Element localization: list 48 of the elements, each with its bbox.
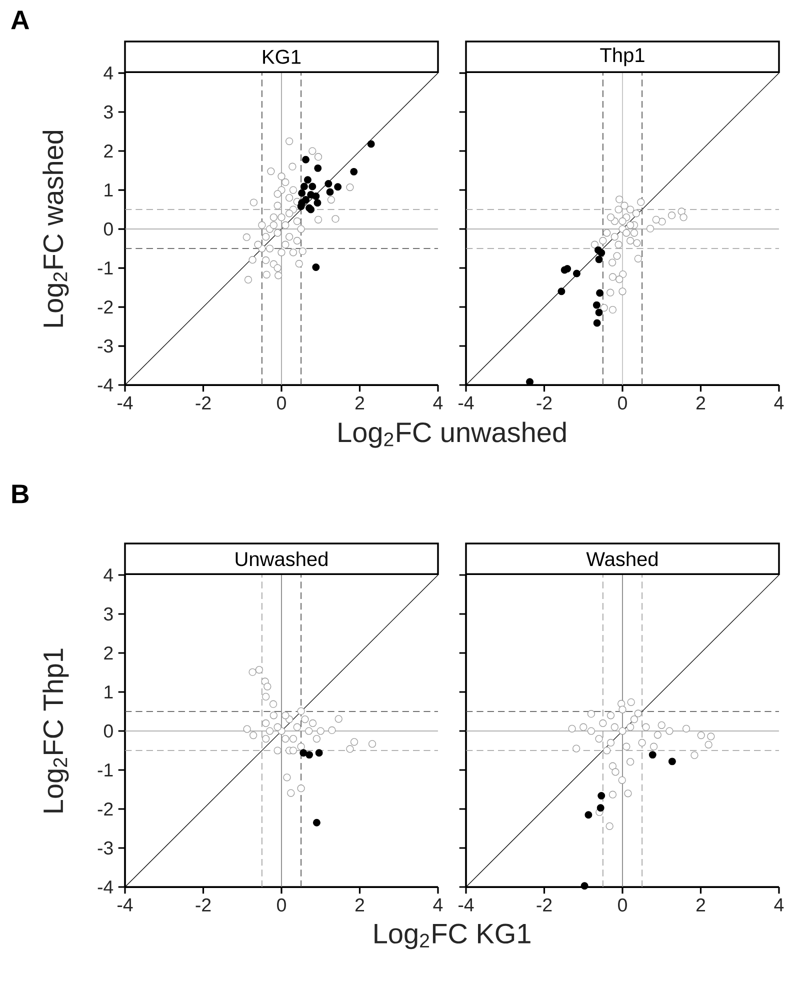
- y-tick-label: 0: [104, 724, 113, 738]
- y-axis-title: Log$_{2}$FC washed: [42, 130, 69, 327]
- x-tick-label: 4: [774, 396, 784, 410]
- y-tick-label: 1: [104, 184, 113, 196]
- x-tick-label: 4: [774, 898, 784, 912]
- text: B: [12, 484, 29, 504]
- x-tick-label: 2: [355, 396, 364, 410]
- chart-title: Washed: [586, 551, 658, 566]
- y-tick-label: -2: [98, 300, 113, 314]
- x-tick-label: 4: [433, 396, 443, 410]
- x-tick-label: 2: [696, 898, 705, 912]
- x-tick-label: -4: [458, 898, 474, 912]
- x-tick-label: 2: [355, 898, 364, 912]
- x-axis-title: Log$_{2}$FC KG1: [374, 924, 530, 950]
- x-tick-label: 2: [696, 396, 705, 410]
- x-tick-label: 0: [618, 898, 627, 912]
- x-tick-label: -2: [196, 898, 211, 912]
- chart-title: Unwashed: [236, 551, 328, 566]
- y-tick-label: 4: [104, 568, 114, 582]
- y-tick-label: 1: [104, 686, 113, 698]
- x-tick-label: 0: [618, 396, 627, 410]
- x-tick-label: 0: [277, 898, 286, 912]
- chart-title: Thp1: [600, 47, 644, 66]
- text: A: [11, 10, 30, 30]
- y-tick-label: 0: [104, 222, 113, 236]
- x-tick-label: -4: [118, 898, 133, 912]
- y-tick-label: -3: [98, 339, 113, 353]
- y-tick-label: 3: [104, 105, 113, 119]
- x-tick-label: 0: [277, 396, 286, 410]
- y-tick-label: 2: [104, 144, 113, 158]
- y-tick-label: -1: [98, 262, 113, 274]
- y-tick-label: 4: [104, 66, 114, 80]
- x-tick-label: 4: [433, 898, 443, 912]
- x-tick-label: -2: [196, 396, 211, 410]
- x-tick-label: -2: [536, 898, 552, 912]
- y-tick-label: 3: [104, 607, 113, 621]
- x-tick-label: -4: [458, 396, 474, 410]
- y-tick-label: 2: [104, 646, 113, 660]
- y-tick-label: -4: [98, 880, 114, 894]
- y-axis-title: Log$_{2}$FC Thp1: [42, 648, 69, 812]
- x-axis-title: Log$_{2}$FC unwashed: [338, 422, 566, 448]
- y-tick-label: -1: [98, 764, 113, 776]
- y-tick-label: -3: [98, 841, 113, 855]
- chart-title: KG1: [263, 50, 301, 64]
- y-tick-label: -2: [98, 802, 113, 816]
- y-tick-label: -4: [98, 378, 114, 392]
- x-tick-label: -2: [536, 396, 552, 410]
- x-tick-label: -4: [118, 396, 133, 410]
